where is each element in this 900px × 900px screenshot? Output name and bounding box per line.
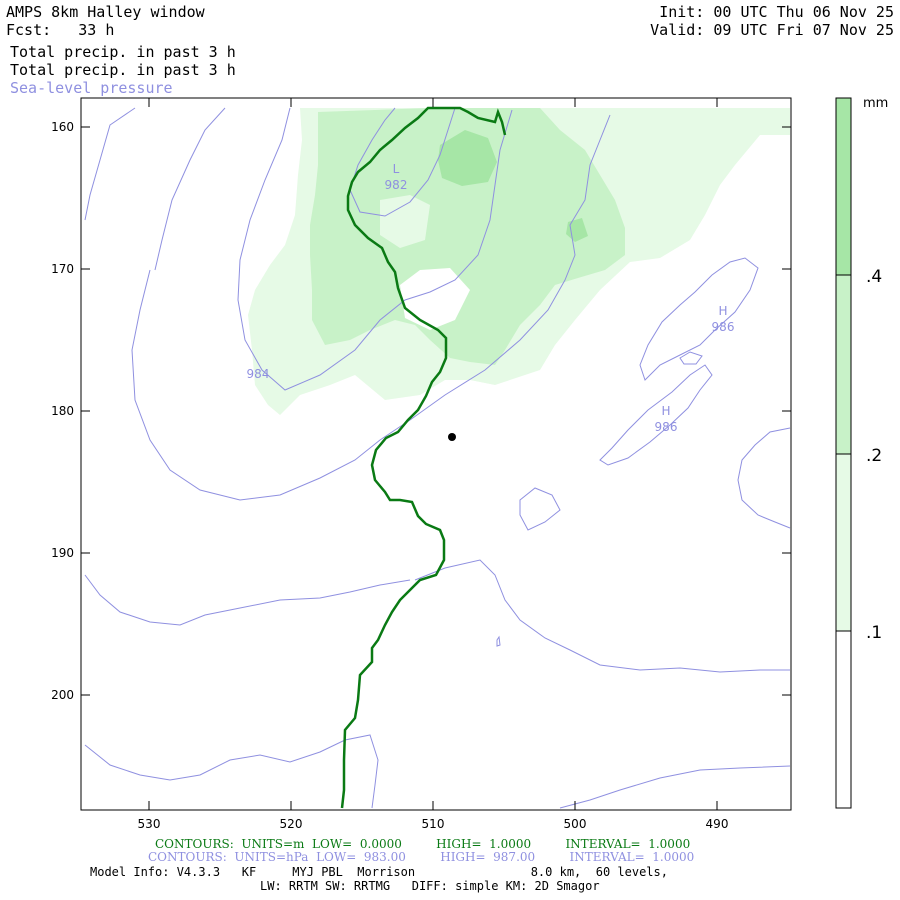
plot-frame [80,97,792,811]
y-tick-labels: 160 170 180 190 200 [51,120,74,702]
pressure-labels: L 982 984 H 986 H 986 [247,162,735,434]
isobar-984-south [84,734,379,809]
pressure-value-high-2: 986 [655,420,678,434]
y-tick-label: 200 [51,688,74,702]
y-axis [81,126,791,696]
colorbar-band-0.1 [836,454,851,631]
contour-info-height: CONTOURS: UNITS=m LOW= 0.0000 HIGH= 1.00… [155,837,691,851]
init-time: Init: 00 UTC Thu 06 Nov 25 [659,3,894,21]
x-tick-label: 530 [138,817,161,831]
colorbar-band-0.2 [836,275,851,454]
colorbar-band-0 [836,631,851,808]
contour-info-pressure: CONTOURS: UNITS=hPa LOW= 983.00 HIGH= 98… [148,850,695,864]
model-info: Model Info: V4.3.3 KF MYJ PBL Morrison 8… [90,865,668,879]
y-tick-label: 190 [51,546,74,560]
isobar-tiny [496,635,501,647]
precip-shading [248,108,790,415]
map-title: AMPS 8km Halley window [6,3,205,21]
pressure-value-high-1: 986 [712,320,735,334]
x-tick-label: 520 [280,817,303,831]
y-tick-label: 170 [51,262,74,276]
isobar-986-small [519,487,561,531]
valid-time: Valid: 09 UTC Fri 07 Nov 25 [650,21,894,39]
x-tick-labels: 530 520 510 500 490 [138,817,729,831]
field-label-pressure: Sea-level pressure [10,79,173,97]
isobar-984-southeast [559,765,791,809]
y-tick-label: 160 [51,120,74,134]
x-tick-label: 500 [564,817,587,831]
isobar-986-h1 [639,257,759,381]
isobar-984 [237,107,513,391]
pressure-symbol-high-2: H [661,404,670,418]
isobar-985-mid [414,559,790,673]
isobar-985-west [131,114,611,501]
colorbar: mm .4 .2 .1 [835,96,888,809]
precip-white-hole [400,268,470,330]
colorbar-level-label: .2 [866,446,882,466]
pressure-value-low: 982 [385,178,408,192]
isobar-985-south-west [84,574,411,626]
x-tick-label: 510 [422,817,445,831]
y-tick-label: 180 [51,404,74,418]
isobar-985-east [737,427,791,529]
colorbar-level-label: .1 [866,623,882,643]
pressure-symbol-low: L [393,162,400,176]
precip-light-hole [380,195,430,248]
colorbar-unit: mm [863,96,888,111]
precip-mid-area [310,108,625,365]
coastline-contour [340,106,507,809]
forecast-hour: Fcst: 33 h [6,21,115,39]
field-label-precip-2: Total precip. in past 3 h [10,61,236,79]
x-tick-label: 490 [706,817,729,831]
station-marker [448,433,456,441]
colorbar-level-label: .4 [866,267,882,287]
isobar-986-h2 [599,364,713,466]
isobar-983-b [154,107,226,271]
isobar-982-low [349,107,456,217]
colorbar-band-0.4 [836,98,851,275]
x-axis [148,98,718,810]
colorbar-frame [835,97,852,809]
pressure-contours [84,107,791,809]
physics-info: LW: RRTM SW: RRTMG DIFF: simple KM: 2D S… [260,879,600,893]
isobar-986-h3 [679,351,703,365]
isobar-983-a [84,107,136,221]
pressure-symbol-high-1: H [718,304,727,318]
precip-dark-cell-1 [438,130,497,186]
pressure-value-984: 984 [247,367,270,381]
field-label-precip-1: Total precip. in past 3 h [10,43,236,61]
